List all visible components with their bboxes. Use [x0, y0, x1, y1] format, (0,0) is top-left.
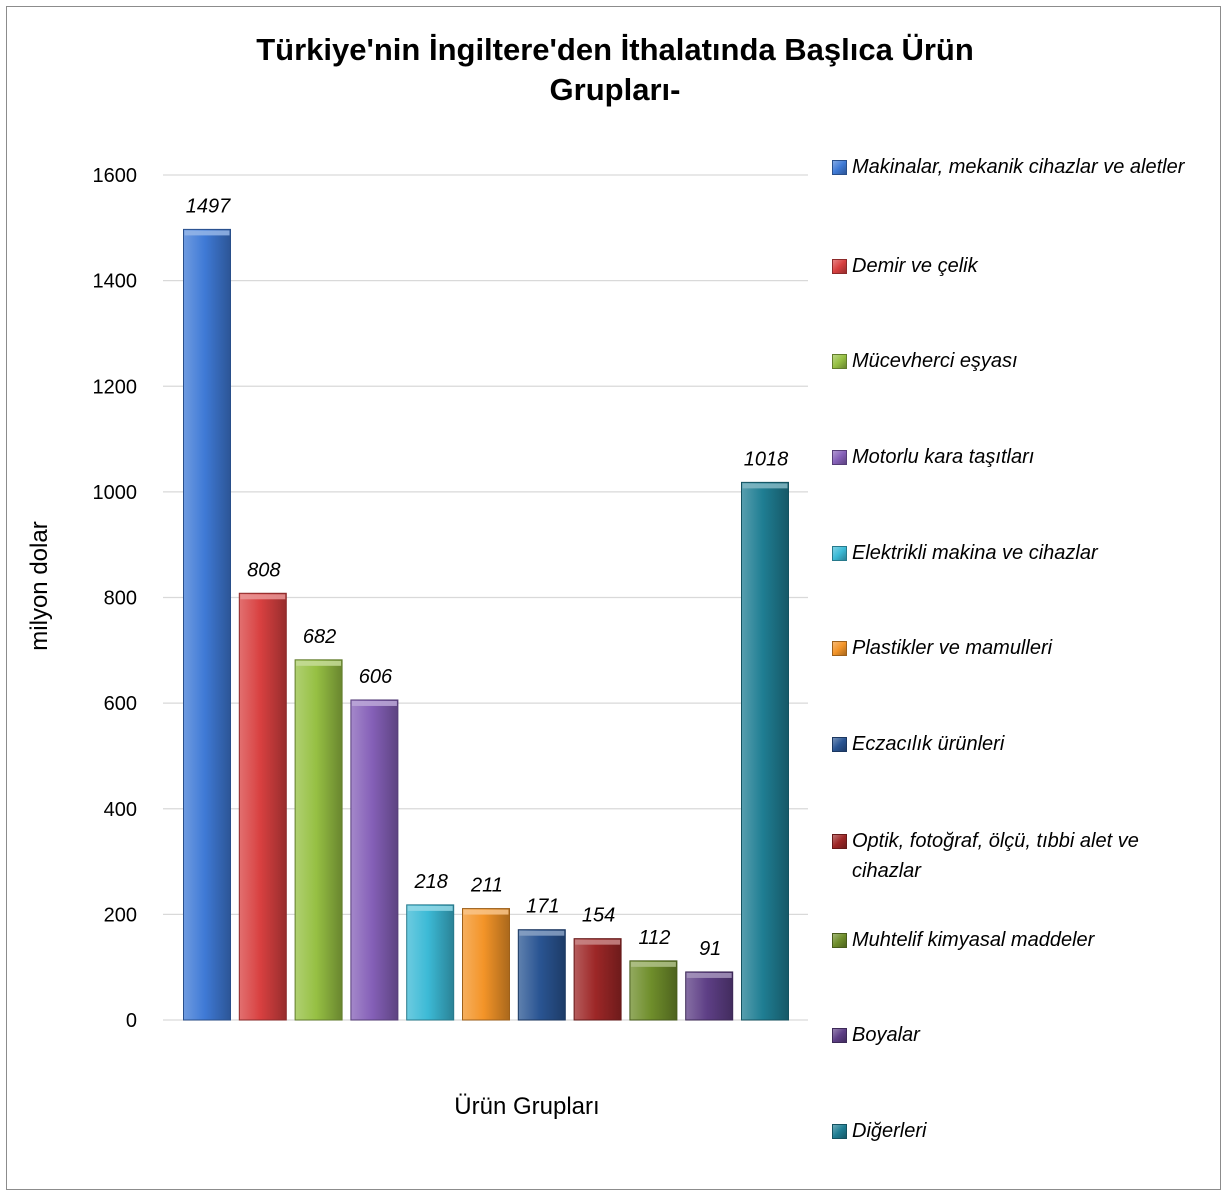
y-axis-label: milyon dolar: [26, 521, 53, 651]
legend-swatch: [832, 737, 847, 752]
y-tick-label: 1000: [93, 482, 138, 504]
bar: [517, 929, 566, 1021]
bar-bevel: [184, 230, 230, 236]
bar-bevel: [575, 939, 621, 945]
legend-label: Eczacılık ürünleri: [852, 733, 1005, 755]
data-label: 218: [414, 871, 448, 893]
legend-swatch: [832, 1028, 847, 1043]
bar: [238, 592, 287, 1021]
y-tick-label: 1400: [93, 271, 138, 293]
legend-label: Elektrikli makina ve cihazlar: [852, 542, 1098, 564]
data-labels: 1497 808 682 606 218 211 171 154 112 91 1018: [186, 195, 789, 960]
bar: [462, 908, 510, 1021]
legend-swatch: [832, 450, 847, 465]
legend-swatch: [832, 160, 847, 175]
legend-item: Boyalar: [832, 1023, 1202, 1050]
legend-label: Plastikler ve mamulleri: [852, 637, 1053, 659]
legend-swatch: [832, 259, 847, 274]
y-tick-label: 400: [104, 799, 137, 821]
bar-bevel: [351, 700, 397, 706]
legend-item: Motorlu kara taşıtları: [832, 445, 1202, 472]
bar-bevel: [296, 660, 342, 666]
legend-swatch: [832, 1124, 847, 1139]
y-tick-label: 600: [104, 693, 137, 715]
bar-bevel: [742, 483, 788, 489]
legend-item: Elektrikli makina ve cihazlar: [832, 541, 1202, 568]
data-label: 154: [582, 905, 615, 927]
legend-label: Optik, fotoğraf, ölçü, tıbbi alet ve cih…: [852, 830, 1139, 882]
legend-item: Eczacılık ürünleri: [832, 732, 1202, 759]
bar-bevel: [463, 909, 509, 915]
legend-label: Makinalar, mekanik cihazlar ve aletler: [852, 156, 1185, 178]
bar: [685, 971, 734, 1021]
bars: [183, 228, 789, 1021]
data-label: 808: [247, 559, 280, 581]
bar-bevel: [519, 930, 565, 936]
data-label: 112: [638, 927, 670, 949]
y-tick-label: 0: [126, 1010, 137, 1032]
data-label: 91: [699, 938, 721, 960]
bar-bevel: [686, 972, 732, 978]
bar: [629, 960, 678, 1021]
legend-swatch: [832, 641, 847, 656]
legend-label: Diğerleri: [852, 1120, 927, 1142]
bar: [350, 699, 399, 1021]
legend-item: Plastikler ve mamulleri: [832, 636, 1202, 663]
data-label: 211: [470, 875, 503, 897]
legend-swatch: [832, 933, 847, 948]
legend-item: Optik, fotoğraf, ölçü, tıbbi alet ve cih…: [832, 829, 1202, 886]
legend-item: Mücevherci eşyası: [832, 349, 1202, 376]
chart-title-line-2: Grupları-: [549, 72, 681, 107]
bar: [573, 938, 622, 1021]
bar: [183, 228, 231, 1021]
legend-label: Demir ve çelik: [852, 255, 978, 277]
y-tick-label: 1200: [93, 376, 138, 398]
data-label: 682: [303, 626, 336, 648]
legend-swatch: [832, 354, 847, 369]
bar: [294, 659, 343, 1021]
data-label: 1018: [744, 448, 789, 470]
y-axis-ticks: 0 200 400 600 800 1000 1200 1400 1600: [93, 165, 138, 1032]
bar-bevel: [240, 594, 286, 600]
bar-bevel: [407, 905, 453, 911]
y-tick-label: 800: [104, 588, 137, 610]
legend-item: Demir ve çelik: [832, 254, 1202, 281]
data-label: 171: [526, 896, 559, 918]
legend-label: Boyalar: [852, 1024, 920, 1046]
y-tick-label: 1600: [93, 165, 138, 187]
legend-label: Mücevherci eşyası: [852, 350, 1018, 372]
data-label: 606: [359, 666, 393, 688]
bar-bevel: [630, 961, 676, 967]
legend-label: Muhtelif kimyasal maddeler: [852, 929, 1095, 951]
chart-title-line-1: Türkiye'nin İngiltere'den İthalatında Ba…: [256, 32, 974, 67]
bar: [741, 481, 789, 1021]
y-tick-label: 200: [104, 904, 137, 926]
legend-item: Diğerleri: [832, 1119, 1202, 1146]
legend-item: Muhtelif kimyasal maddeler: [832, 928, 1202, 955]
x-axis-label: Ürün Grupları: [454, 1093, 600, 1120]
legend-swatch: [832, 834, 847, 849]
data-label: 1497: [186, 195, 231, 217]
legend-item: Makinalar, mekanik cihazlar ve aletler: [832, 155, 1202, 182]
chart-title: Türkiye'nin İngiltere'den İthalatında Ba…: [150, 30, 1080, 110]
legend-swatch: [832, 546, 847, 561]
legend-label: Motorlu kara taşıtları: [852, 446, 1035, 468]
bar: [406, 904, 455, 1021]
